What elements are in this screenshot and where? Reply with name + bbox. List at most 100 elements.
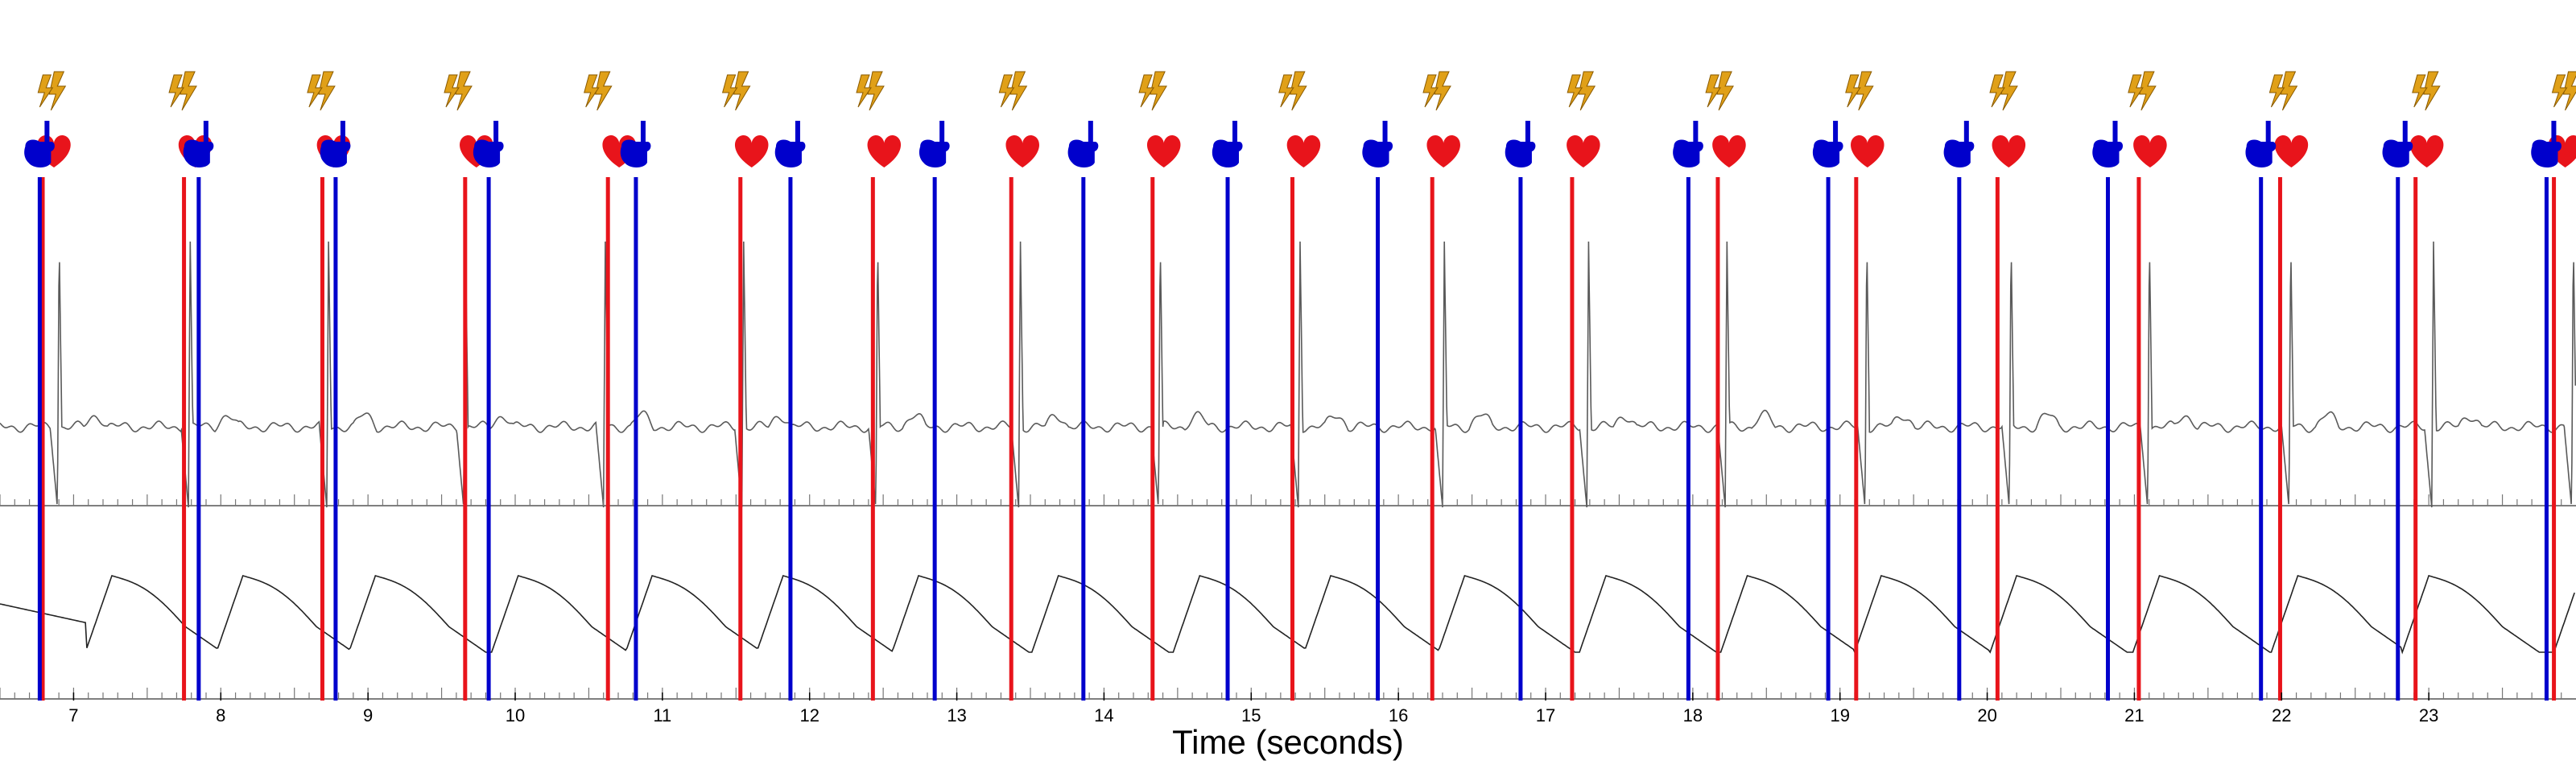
heart-shape	[1426, 135, 1460, 167]
x-axis-ticks: 7 8 9 10 11 12 13 14 15 16 17 18 19 20 21 22 23	[68, 692, 2438, 725]
pointing-hand-icon	[2245, 121, 2277, 167]
lightning-bolt-shape	[180, 71, 197, 111]
heart-shape	[1712, 135, 1746, 167]
lightning-bolt-shape	[867, 71, 885, 111]
heart-icon	[1992, 135, 2026, 167]
lightning-bolt-shape	[1422, 74, 1439, 108]
x-tick-label: 22	[2272, 705, 2291, 725]
lightning-bolt-icon	[721, 71, 751, 111]
hand-finger	[2112, 121, 2118, 150]
heart-icon	[1712, 135, 1746, 167]
hand-finger	[1693, 121, 1699, 150]
lightning-bolt-icon	[1138, 71, 1167, 111]
heart-icon	[1426, 135, 1460, 167]
lightning-bolt-icon	[584, 71, 613, 111]
hand-palm	[620, 139, 651, 167]
lightning-bolt-shape	[37, 74, 54, 108]
x-tick-label: 10	[506, 705, 525, 725]
pointing-hand-icon	[620, 121, 651, 167]
lightning-bolt-shape	[2423, 71, 2441, 111]
pointing-hand-icon	[2092, 121, 2124, 167]
heart-shape	[2274, 135, 2309, 167]
pointing-hand-icon	[774, 121, 806, 167]
lightning-bolt-shape	[733, 71, 751, 111]
lightning-bolt-icon	[168, 71, 197, 111]
lightning-bolt-shape	[1150, 71, 1167, 111]
heart-icon	[1005, 135, 1039, 167]
hand-palm	[1505, 139, 1536, 167]
lightning-bolt-shape	[1290, 71, 1307, 111]
lightning-bolt-shape	[318, 71, 336, 111]
lightning-bolt-icon	[307, 71, 336, 111]
heart-icon	[2409, 135, 2444, 167]
heart-shape	[867, 135, 902, 167]
heart-shape	[2133, 135, 2167, 167]
pointing-hand-icon	[320, 121, 351, 167]
heart-shape	[735, 135, 769, 167]
lightning-bolt-shape	[1856, 71, 1874, 111]
lightning-bolt-shape	[721, 74, 738, 108]
pointing-hand-icon	[1943, 121, 1975, 167]
lightning-bolt-shape	[2128, 74, 2144, 108]
pointing-hand-icon	[1212, 121, 1243, 167]
x-tick-label: 21	[2124, 705, 2144, 725]
lightning-bolt-shape	[1009, 71, 1028, 111]
pointing-hand-icon	[1362, 121, 1393, 167]
x-tick-label: 12	[799, 705, 819, 725]
lightning-bolt-shape	[2562, 71, 2576, 111]
x-tick-label: 9	[363, 705, 373, 725]
lightning-bolt-shape	[307, 74, 323, 108]
hand-finger	[1963, 121, 1969, 150]
lightning-bolt-shape	[998, 74, 1015, 108]
hand-palm	[473, 139, 504, 167]
pointing-hand-icon	[1812, 121, 1843, 167]
x-tick-label: 8	[216, 705, 225, 725]
hand-palm	[774, 139, 806, 167]
heart-shape	[2409, 135, 2444, 167]
heart-icon	[1567, 135, 1600, 167]
lightning-bolt-icon	[1989, 71, 2018, 111]
lightning-bolt-icon	[2128, 71, 2157, 111]
x-tick-label: 18	[1683, 705, 1703, 725]
heart-shape	[1851, 135, 1885, 167]
hand-finger	[2265, 121, 2271, 150]
pointing-hand-icon	[1673, 121, 1703, 167]
lightning-bolt-shape	[1578, 71, 1596, 111]
x-axis-label: Time (seconds)	[1172, 723, 1404, 761]
x-tick-label: 23	[2419, 705, 2438, 725]
hand-finger	[939, 121, 945, 150]
hand-finger	[1833, 121, 1839, 150]
hand-palm	[2245, 139, 2277, 167]
lightning-bolt-icon	[1278, 71, 1307, 111]
ecg-trace	[0, 241, 2576, 508]
heart-shape	[1147, 135, 1181, 167]
heart-icon	[2133, 135, 2167, 167]
lightning-bolt-icon	[1567, 71, 1596, 111]
lightning-bolt-shape	[1845, 74, 1861, 108]
lightning-bolt-shape	[48, 71, 67, 111]
hand-finger	[795, 121, 800, 150]
hand-finger	[340, 121, 345, 150]
lightning-bolt-shape	[2412, 74, 2428, 108]
heart-icon	[735, 135, 769, 167]
markers-layer	[24, 71, 2576, 701]
hand-finger	[493, 121, 499, 150]
lightning-bolt-icon	[444, 71, 473, 111]
heart-icon	[2274, 135, 2309, 167]
hand-finger	[2402, 121, 2408, 150]
lightning-bolt-shape	[2139, 71, 2157, 111]
x-tick-label: 19	[1830, 705, 1849, 725]
hand-palm	[1812, 139, 1843, 167]
heart-icon	[1286, 135, 1321, 167]
hand-palm	[1943, 139, 1975, 167]
hand-palm	[1362, 139, 1393, 167]
hand-finger	[1088, 121, 1093, 150]
lightning-bolt-icon	[1705, 71, 1734, 111]
hand-finger	[1525, 121, 1530, 150]
x-tick-label: 7	[68, 705, 78, 725]
hand-palm	[183, 139, 214, 167]
lightning-bolt-shape	[584, 74, 600, 108]
pointing-hand-icon	[183, 121, 214, 167]
pulse-trace	[0, 575, 2575, 655]
pointing-hand-icon	[919, 121, 950, 167]
